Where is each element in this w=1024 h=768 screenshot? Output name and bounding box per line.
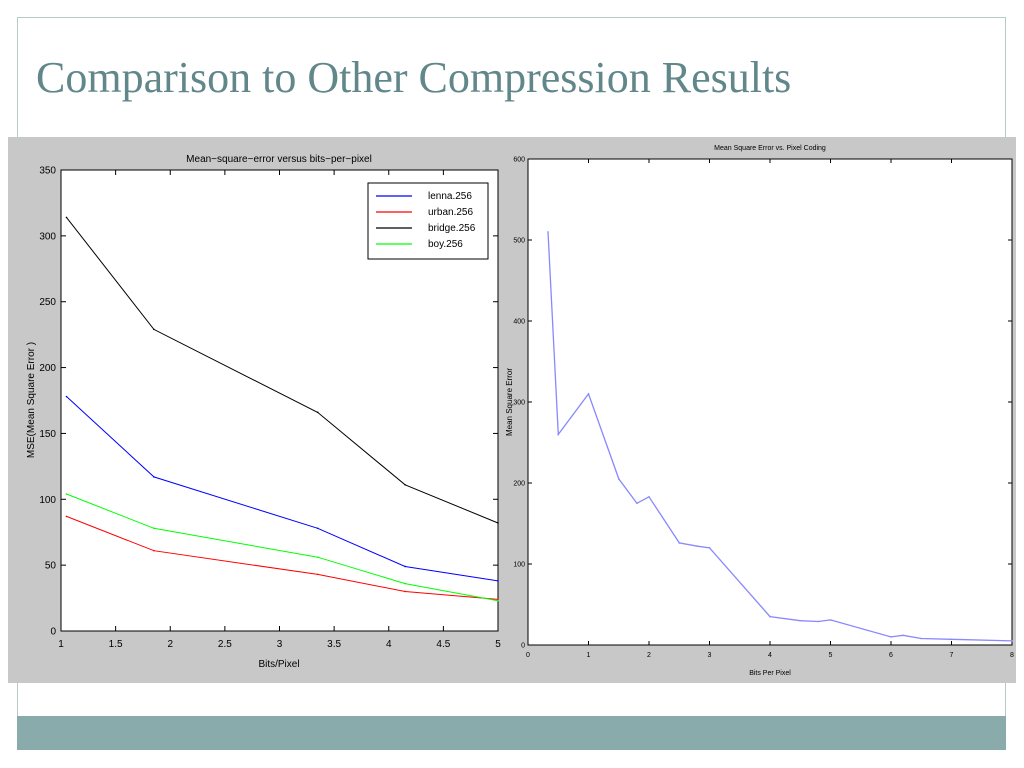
- left-chart-title: Mean−square−error versus bits−per−pixel: [186, 154, 372, 165]
- x-tick-label: 4: [386, 639, 392, 650]
- y-tick-label: 350: [39, 166, 56, 177]
- x-tick-label: 6: [889, 652, 893, 659]
- data-point: [65, 493, 68, 495]
- data-point: [316, 556, 319, 559]
- data-point: [829, 619, 832, 621]
- y-tick-label: 150: [39, 429, 56, 440]
- x-tick-label: 0: [526, 652, 530, 659]
- data-point: [316, 573, 319, 576]
- y-tick-label: 100: [39, 495, 56, 506]
- data-point: [799, 619, 802, 622]
- data-point: [65, 216, 68, 219]
- right-chart: Mean Square Error vs. Pixel Coding Bits …: [505, 145, 1014, 677]
- data-point: [617, 478, 620, 480]
- frame-top-line: [17, 17, 1006, 18]
- left-x-axis-label: Bits/Pixel: [258, 659, 299, 670]
- y-tick-label: 200: [39, 363, 56, 374]
- data-point: [497, 598, 499, 601]
- data-point: [902, 634, 904, 637]
- legend-label: boy.256: [428, 239, 463, 250]
- data-point: [153, 527, 155, 530]
- x-tick-label: 8: [1010, 652, 1014, 659]
- data-point: [153, 328, 155, 331]
- left-chart: Mean−square−error versus bits−per−pixel …: [26, 154, 501, 670]
- y-tick-label: 200: [513, 480, 525, 487]
- y-tick-label: 400: [513, 318, 525, 325]
- data-point: [497, 522, 499, 524]
- right-x-axis-label: Bits Per Pixel: [749, 670, 791, 677]
- data-point: [547, 231, 549, 233]
- left-y-axis-label: MSE(Mean Square Error ): [26, 342, 37, 458]
- x-tick-label: 3: [708, 652, 712, 659]
- data-point: [65, 515, 68, 518]
- legend-label: lenna.256: [428, 191, 472, 202]
- data-point: [769, 615, 771, 618]
- x-tick-label: 7: [950, 652, 954, 659]
- x-tick-label: 4.5: [436, 639, 450, 650]
- left-chart-panel: Mean−square−error versus bits−per−pixel …: [8, 137, 516, 683]
- data-point: [404, 565, 406, 568]
- y-tick-label: 100: [513, 561, 525, 568]
- data-point: [708, 547, 711, 549]
- x-tick-label: 1.5: [109, 639, 123, 650]
- data-point: [153, 476, 155, 478]
- x-tick-label: 5: [495, 639, 501, 650]
- y-tick-label: 0: [50, 627, 56, 638]
- right-chart-title: Mean Square Error vs. Pixel Coding: [714, 145, 826, 152]
- x-tick-label: 4: [768, 652, 772, 659]
- data-point: [890, 636, 892, 638]
- data-point: [557, 433, 560, 436]
- data-point: [696, 545, 699, 547]
- x-tick-label: 3: [277, 639, 283, 650]
- data-point: [636, 502, 638, 505]
- right-y-axis-label: Mean Square Error: [506, 368, 514, 436]
- data-point: [920, 637, 923, 640]
- data-point: [404, 483, 406, 486]
- slide-title: Comparison to Other Compression Results: [36, 53, 792, 102]
- x-tick-label: 3.5: [327, 639, 341, 650]
- data-point: [678, 542, 681, 544]
- x-tick-label: 2: [647, 652, 651, 659]
- y-tick-label: 0: [521, 642, 525, 649]
- data-point: [316, 527, 319, 530]
- data-point: [316, 411, 319, 414]
- footer-bar: [17, 716, 1006, 750]
- data-point: [153, 549, 155, 552]
- x-tick-label: 1: [58, 639, 64, 650]
- data-point: [65, 395, 68, 398]
- data-point: [404, 582, 406, 585]
- right-plot-area: [527, 158, 1013, 646]
- data-point: [497, 580, 499, 582]
- x-tick-label: 1: [587, 652, 591, 659]
- data-point: [587, 393, 590, 395]
- y-tick-label: 600: [513, 156, 525, 163]
- data-point: [497, 599, 499, 602]
- x-tick-label: 5: [829, 652, 833, 659]
- y-tick-label: 500: [513, 237, 525, 244]
- y-tick-label: 300: [513, 399, 525, 406]
- series-line-0: [547, 231, 1013, 642]
- data-point: [648, 495, 650, 498]
- y-tick-label: 250: [39, 297, 56, 308]
- right-chart-panel: Mean Square Error vs. Pixel Coding Bits …: [505, 137, 1016, 683]
- y-tick-label: 300: [39, 231, 56, 242]
- legend-label: urban.256: [428, 207, 473, 218]
- x-tick-label: 2: [167, 639, 173, 650]
- x-tick-label: 2.5: [218, 639, 232, 650]
- y-tick-label: 50: [45, 561, 57, 572]
- data-point: [817, 620, 820, 623]
- data-point: [404, 590, 406, 593]
- data-point: [1011, 640, 1013, 642]
- legend-label: bridge.256: [428, 223, 476, 234]
- data-point: [950, 638, 953, 641]
